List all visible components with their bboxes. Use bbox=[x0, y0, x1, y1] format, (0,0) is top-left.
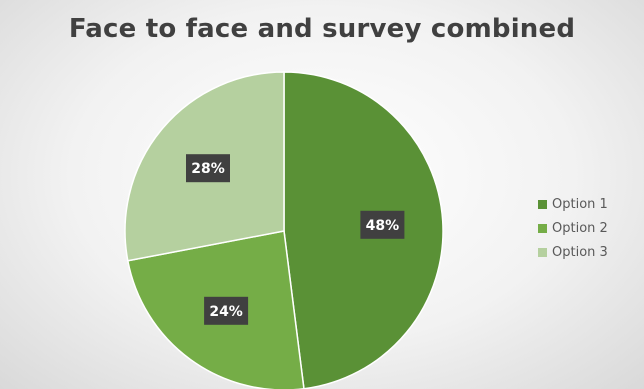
legend-swatch bbox=[538, 223, 547, 233]
chart-title: Face to face and survey combined bbox=[68, 14, 576, 44]
legend-swatch bbox=[538, 199, 547, 209]
data-label-2: 24% bbox=[204, 296, 249, 325]
svg-text:24%: 24% bbox=[209, 304, 243, 320]
svg-text:48%: 48% bbox=[366, 218, 400, 234]
legend-label: Option 3 bbox=[552, 244, 608, 260]
legend-swatch bbox=[538, 247, 547, 257]
svg-text:28%: 28% bbox=[191, 161, 225, 177]
data-label-3: 28% bbox=[186, 154, 230, 183]
legend-label: Option 1 bbox=[552, 196, 608, 212]
legend-item-2: Option 2 bbox=[538, 216, 608, 240]
legend-item-3: Option 3 bbox=[538, 240, 608, 264]
data-label-1: 48% bbox=[360, 210, 405, 239]
legend: Option 1 Option 2 Option 3 bbox=[538, 192, 608, 264]
legend-item-1: Option 1 bbox=[538, 192, 608, 216]
legend-label: Option 2 bbox=[552, 220, 608, 236]
